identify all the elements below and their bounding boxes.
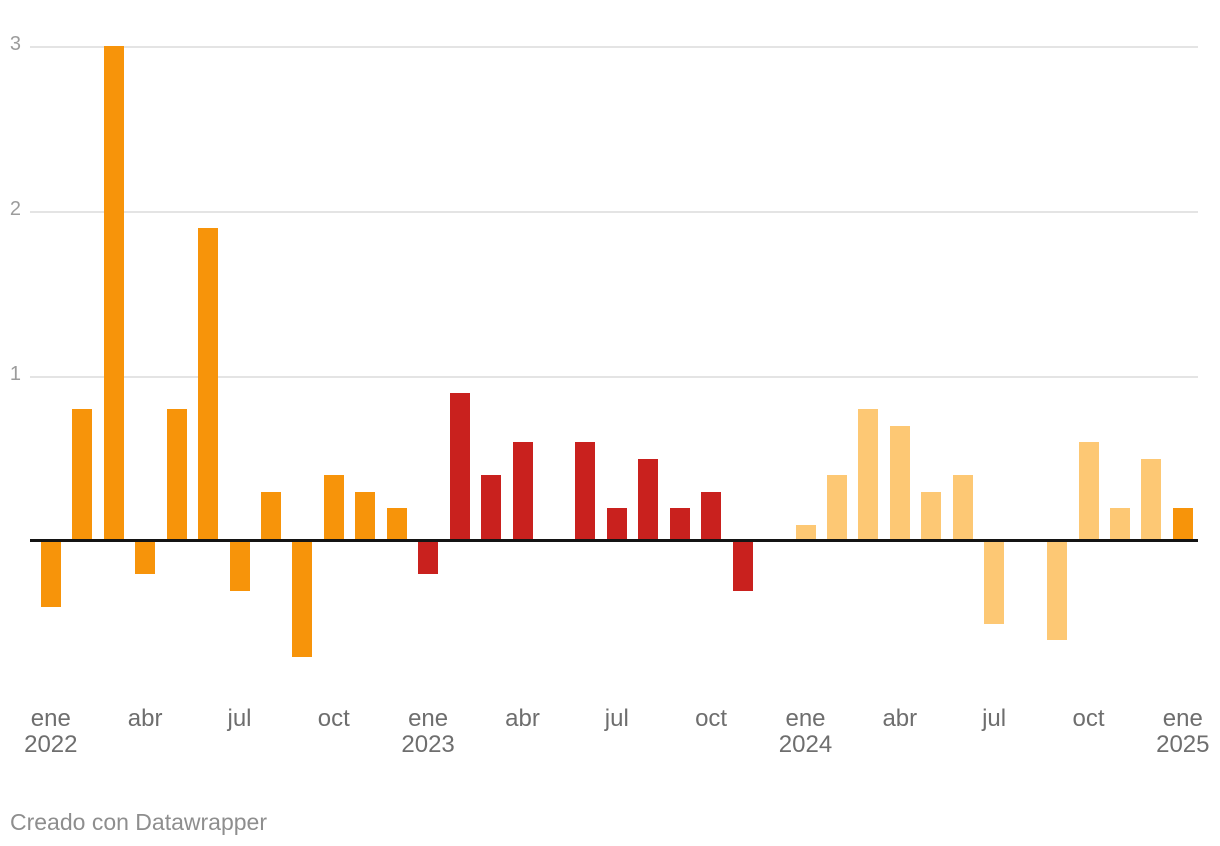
bar-nov-2023 [732, 541, 753, 591]
bar-abr-2023 [512, 442, 533, 541]
x-tick-label-oct: oct [1072, 705, 1105, 732]
x-tick-label-jul: jul [227, 705, 252, 732]
bar-mar-2022 [103, 46, 124, 541]
bar-ene-2025 [1172, 508, 1193, 541]
bar-sep-2022 [292, 541, 313, 657]
bar-mar-2023 [481, 475, 501, 541]
x-tick-label-abr: abr [505, 705, 540, 732]
bar-may-2022 [166, 409, 187, 541]
bar-abr-2022 [135, 541, 156, 574]
y-tick-label-1: 1 [9, 363, 21, 385]
y-tick-label-3: 3 [9, 33, 21, 55]
bar-jun-2023 [575, 442, 596, 541]
bar-oct-2024 [1078, 442, 1099, 541]
datawrapper-credit-link[interactable]: Creado con Datawrapper [10, 809, 267, 835]
bar-feb-2022 [72, 409, 93, 541]
bar-ene-2023 [418, 541, 439, 574]
bar-jun-2024 [952, 475, 973, 541]
x-tick-label-ene-2022: ene 2022 [24, 705, 78, 758]
bar-may-2024 [921, 491, 942, 541]
x-tick-label-jul: jul [604, 705, 629, 732]
bar-jul-2022 [229, 541, 250, 591]
x-tick-label-ene-2024: ene 2024 [778, 705, 833, 758]
bar-mar-2024 [858, 409, 879, 541]
x-tick-label-jul: jul [982, 705, 1007, 732]
bar-nov-2024 [1109, 508, 1130, 541]
x-tick-label-oct: oct [317, 705, 350, 732]
bar-oct-2022 [323, 475, 344, 541]
bar-feb-2024 [826, 475, 847, 541]
y-gridline-1 [30, 376, 1198, 378]
bar-ene-2022 [40, 541, 61, 607]
x-tick-label-abr: abr [127, 705, 163, 732]
x-tick-label-oct: oct [695, 705, 728, 732]
x-tick-label-abr: abr [882, 705, 918, 732]
bar-jul-2024 [984, 541, 1005, 624]
bar-ago-2022 [260, 491, 281, 541]
bar-ene-2024 [795, 524, 816, 541]
bar-nov-2022 [355, 491, 376, 541]
bar-sep-2023 [669, 508, 690, 541]
bar-jun-2022 [198, 227, 218, 541]
bar-sep-2024 [1047, 541, 1067, 640]
bar-oct-2023 [701, 491, 722, 541]
bar-dic-2024 [1141, 458, 1162, 541]
bar-dic-2022 [386, 508, 407, 541]
x-tick-label-ene-2023: ene 2023 [401, 705, 455, 758]
zero-baseline [30, 539, 1198, 542]
y-gridline-2 [30, 211, 1198, 213]
bar-jul-2023 [606, 508, 627, 541]
bar-ago-2023 [638, 458, 659, 541]
y-gridline-3 [30, 46, 1198, 48]
bar-feb-2023 [449, 392, 470, 541]
bar-abr-2024 [889, 425, 910, 541]
y-tick-label-2: 2 [9, 198, 21, 220]
x-tick-label-ene-2025: ene 2025 [1156, 705, 1210, 758]
